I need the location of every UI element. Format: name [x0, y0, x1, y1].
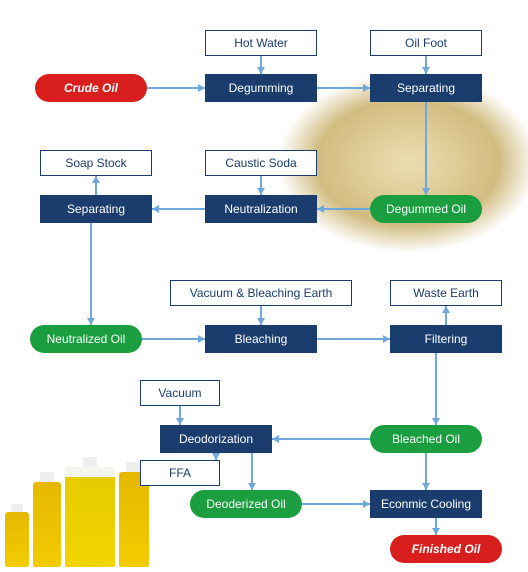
separating1-node: Separating	[370, 74, 482, 102]
ffa-node: FFA	[140, 460, 220, 486]
crude_oil-node: Crude Oil	[35, 74, 147, 102]
filtering-node: Filtering	[390, 325, 502, 353]
caustic-node: Caustic Soda	[205, 150, 317, 176]
finished-node: Finished Oil	[390, 535, 502, 563]
neutralization-node: Neutralization	[205, 195, 317, 223]
hot_water-node: Hot Water	[205, 30, 317, 56]
deoderized-node: Deoderized Oil	[190, 490, 302, 518]
degummed-node: Degummed Oil	[370, 195, 482, 223]
separating2-node: Separating	[40, 195, 152, 223]
vacuum-node: Vacuum	[140, 380, 220, 406]
background-bottles	[5, 437, 160, 567]
soap_stock-node: Soap Stock	[40, 150, 152, 176]
bleached-node: Bleached Oil	[370, 425, 482, 453]
neutralized-node: Neutralized Oil	[30, 325, 142, 353]
deodorization-node: Deodorization	[160, 425, 272, 453]
cooling-node: Econmic Cooling	[370, 490, 482, 518]
waste_earth-node: Waste Earth	[390, 280, 502, 306]
oil_foot-node: Oil Foot	[370, 30, 482, 56]
flowchart-canvas: Hot Water Oil Foot Crude Oil Degumming Separ…	[0, 0, 528, 572]
vac_bleach-node: Vacuum & Bleaching Earth	[170, 280, 352, 306]
degumming-node: Degumming	[205, 74, 317, 102]
bleaching-node: Bleaching	[205, 325, 317, 353]
